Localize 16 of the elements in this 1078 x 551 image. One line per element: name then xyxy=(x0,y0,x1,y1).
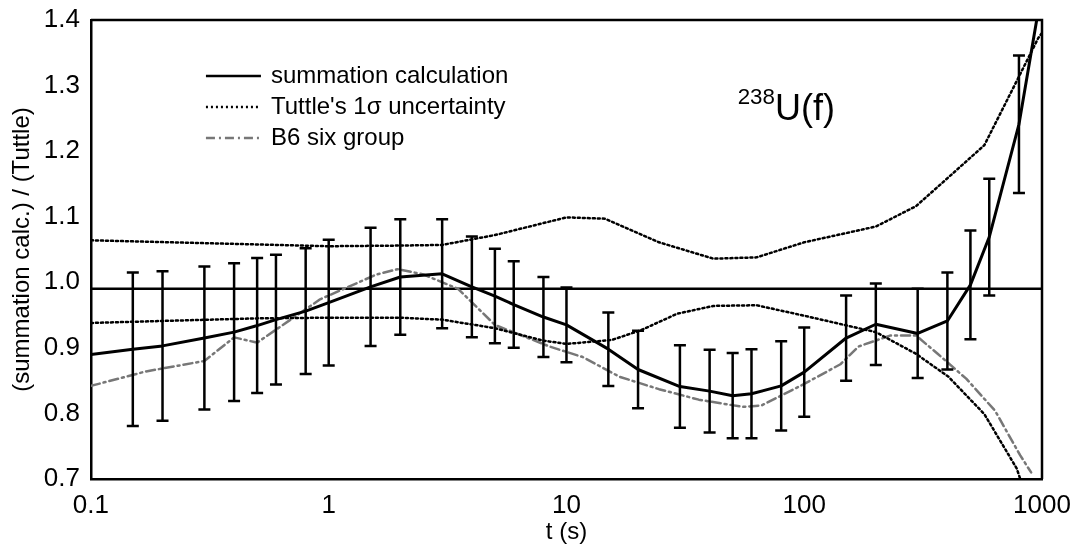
legend-label: summation calculation xyxy=(270,60,509,88)
x-tick-label: 1000 xyxy=(1013,488,1071,519)
legend-label: Tuttle's 1σ uncertainty xyxy=(270,91,506,119)
x-axis-title: t (s) xyxy=(545,517,588,545)
y-tick-label: 0.9 xyxy=(43,331,80,362)
y-tick-label: 1.0 xyxy=(43,265,80,296)
legend-label: B6 six group xyxy=(270,122,405,150)
y-tick-label: 0.8 xyxy=(43,396,80,427)
y-tick-label: 1.2 xyxy=(43,134,80,165)
y-tick-label: 1.4 xyxy=(43,3,80,34)
y-axis-title: (summation calc.) / (Tuttle) xyxy=(7,107,35,392)
x-tick-label: 100 xyxy=(782,488,826,519)
x-tick-label: 1 xyxy=(321,488,336,519)
y-tick-label: 1.1 xyxy=(43,199,80,230)
y-tick-label: 1.3 xyxy=(43,68,80,99)
x-tick-label: 10 xyxy=(552,488,581,519)
